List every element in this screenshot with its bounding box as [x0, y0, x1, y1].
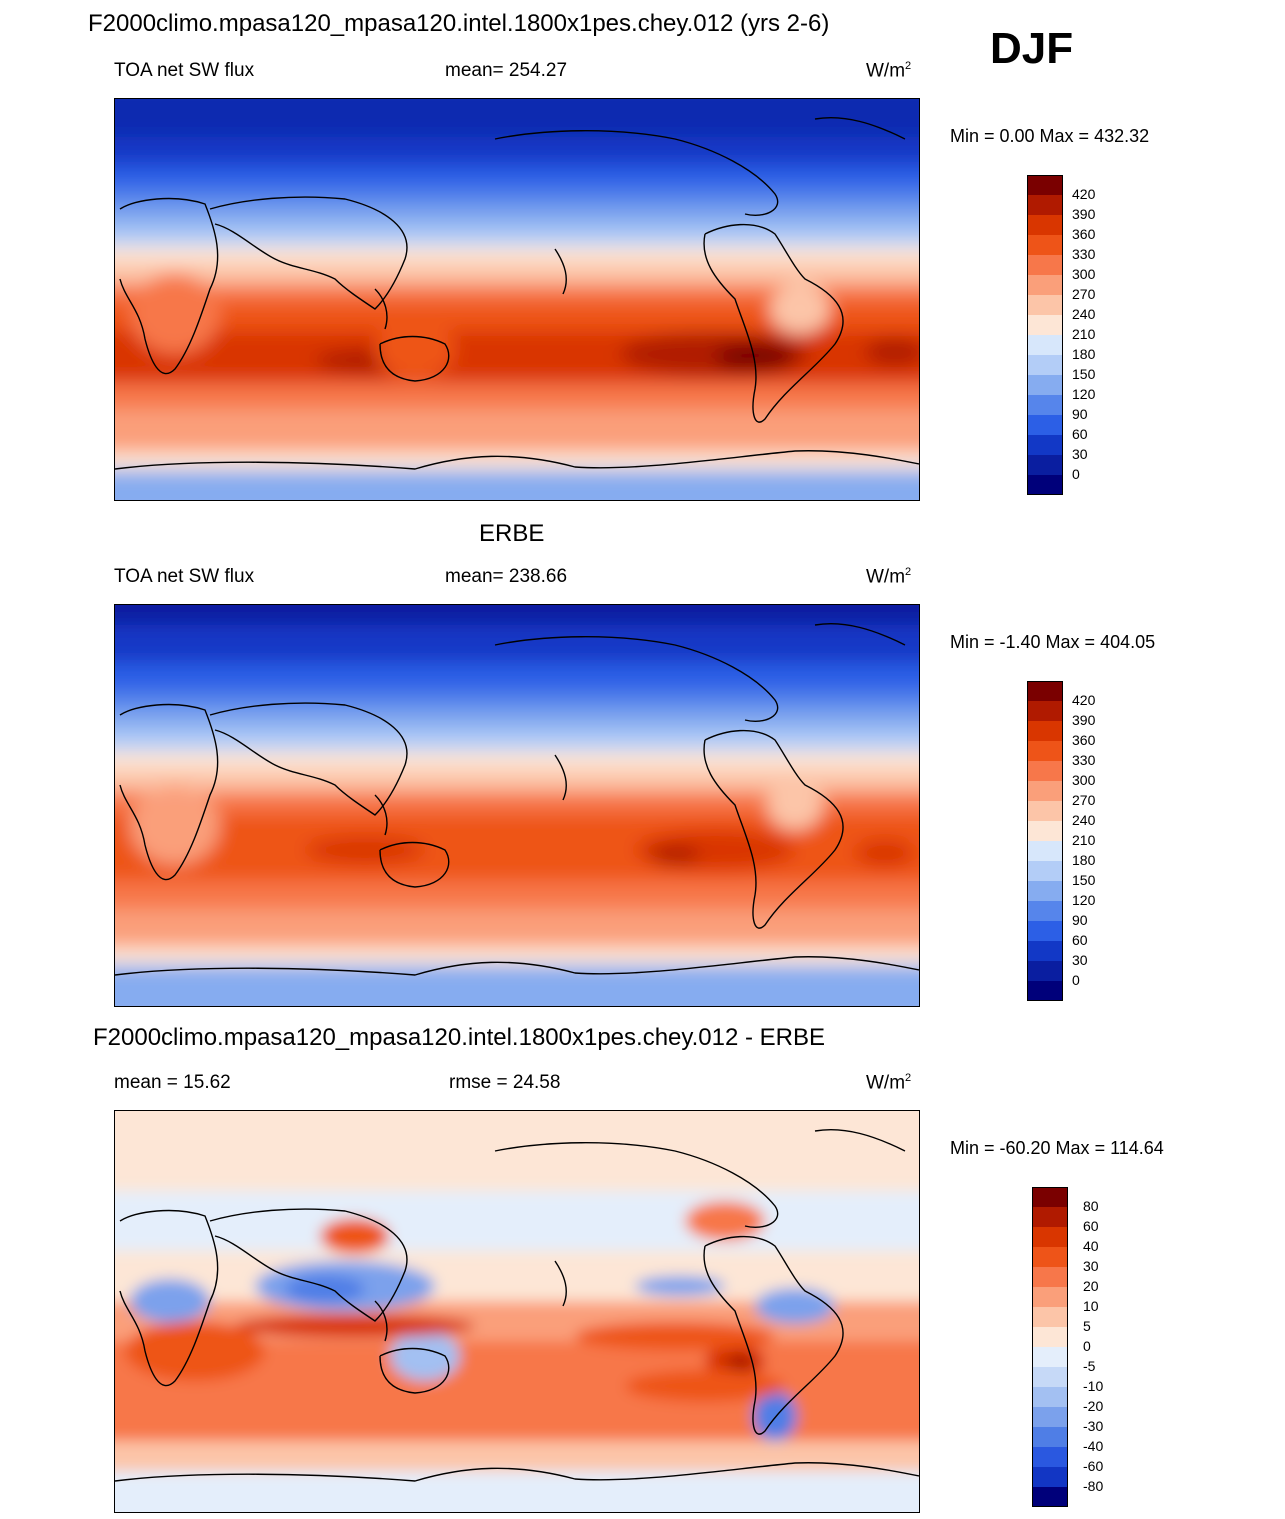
- colorbar-tick: 5: [1083, 1318, 1091, 1334]
- colorbar-tick: 270: [1072, 286, 1096, 302]
- panel1-variable-label: TOA net SW flux: [114, 60, 255, 81]
- colorbar-tick: 90: [1072, 406, 1088, 422]
- colorbar-tick: -80: [1083, 1478, 1104, 1494]
- colorbar-tick: 390: [1072, 206, 1096, 222]
- panel2-variable-label: TOA net SW flux: [114, 566, 255, 587]
- colorbar-tick: 20: [1083, 1278, 1099, 1294]
- panel3-units-label: W/m2: [866, 1072, 912, 1094]
- colorbar-tick: 180: [1072, 852, 1096, 868]
- colorbar-tick: -40: [1083, 1438, 1104, 1454]
- colorbar-tick: 0: [1072, 466, 1080, 482]
- colorbar-tick: 90: [1072, 912, 1088, 928]
- colorbar-tick: -20: [1083, 1398, 1104, 1414]
- colorbar-tick: 330: [1072, 246, 1096, 262]
- colorbar-tick: 0: [1083, 1338, 1091, 1354]
- colorbar-tick: 40: [1083, 1238, 1099, 1254]
- colorbar-tick: 120: [1072, 892, 1096, 908]
- colorbar-tick: 330: [1072, 752, 1096, 768]
- colorbar-tick: 180: [1072, 346, 1096, 362]
- colorbar-tick: 300: [1072, 266, 1096, 282]
- colorbar-tick: 30: [1072, 952, 1088, 968]
- panel1-colorbar: [1027, 175, 1063, 495]
- panel1-mean-label: mean= 254.27: [445, 60, 568, 81]
- colorbar-tick: 210: [1072, 326, 1096, 342]
- colorbar-tick: 120: [1072, 386, 1096, 402]
- panel3-rmse-label: rmse = 24.58: [449, 1072, 561, 1093]
- colorbar-tick: 210: [1072, 832, 1096, 848]
- colorbar-tick: 420: [1072, 692, 1096, 708]
- panel3-title: F2000climo.mpasa120_mpasa120.intel.1800x…: [93, 1024, 825, 1051]
- panel2-title: ERBE: [479, 520, 545, 547]
- colorbar-tick: 60: [1072, 932, 1088, 948]
- colorbar-tick: 150: [1072, 872, 1096, 888]
- colorbar-tick: 30: [1072, 446, 1088, 462]
- colorbar-tick: 390: [1072, 712, 1096, 728]
- panel3-colorbar: [1032, 1187, 1068, 1507]
- panel1-minmax: Min = 0.00 Max = 432.32: [950, 126, 1150, 146]
- panel1-map: [114, 98, 920, 501]
- panel2-colorbar: [1027, 681, 1063, 1001]
- colorbar-tick: -30: [1083, 1418, 1104, 1434]
- colorbar-tick: 0: [1072, 972, 1080, 988]
- colorbar-tick: -5: [1083, 1358, 1096, 1374]
- colorbar-tick: 270: [1072, 792, 1096, 808]
- colorbar-tick: 80: [1083, 1198, 1099, 1214]
- colorbar-tick: 60: [1083, 1218, 1099, 1234]
- colorbar-tick: 60: [1072, 426, 1088, 442]
- colorbar-tick: 150: [1072, 366, 1096, 382]
- colorbar-tick: 360: [1072, 226, 1096, 242]
- colorbar-tick: -10: [1083, 1378, 1104, 1394]
- panel3-mean-label: mean = 15.62: [114, 1072, 231, 1093]
- panel2-mean-label: mean= 238.66: [445, 566, 568, 587]
- season-label: DJF: [990, 24, 1074, 73]
- panel2-units-label: W/m2: [866, 566, 912, 588]
- panel3-minmax: Min = -60.20 Max = 114.64: [950, 1138, 1164, 1158]
- colorbar-tick: 300: [1072, 772, 1096, 788]
- panel1-units-label: W/m2: [866, 60, 912, 82]
- colorbar-tick: 10: [1083, 1298, 1099, 1314]
- colorbar-tick: 420: [1072, 186, 1096, 202]
- panel3-map: [114, 1110, 920, 1513]
- colorbar-tick: 30: [1083, 1258, 1099, 1274]
- colorbar-tick: -60: [1083, 1458, 1104, 1474]
- panel2-minmax: Min = -1.40 Max = 404.05: [950, 632, 1156, 652]
- colorbar-tick: 240: [1072, 812, 1096, 828]
- colorbar-tick: 240: [1072, 306, 1096, 322]
- panel1-title: F2000climo.mpasa120_mpasa120.intel.1800x…: [88, 10, 830, 37]
- panel2-map: [114, 604, 920, 1007]
- colorbar-tick: 360: [1072, 732, 1096, 748]
